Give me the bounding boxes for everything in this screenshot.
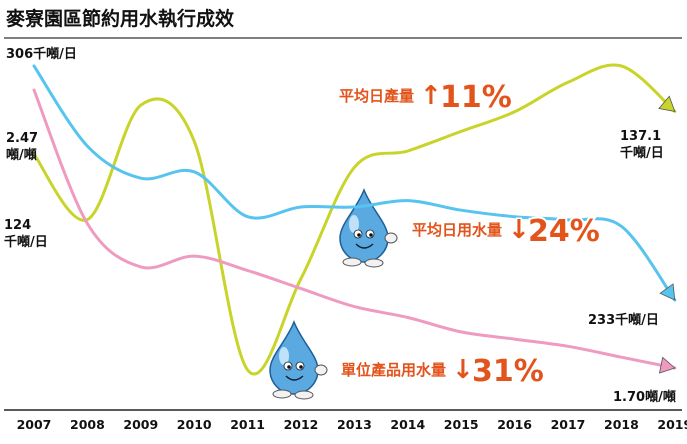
annotation-production: 平均日產量 ↑11% [338,78,514,117]
x-tick-label: 2018 [604,417,639,432]
annotation-label: 平均日產量 [339,87,414,105]
chart-title: 麥寮園區節約用水執行成效 [5,7,234,30]
x-tick-label: 2010 [177,417,212,432]
start-label-production-line: 千噸/日 [4,234,48,250]
x-tick-label: 2017 [551,417,586,432]
x-tick-label: 2008 [70,417,105,432]
start-label-water-use-line: 306千噸/日 [6,46,77,62]
series-arrowhead-unit-water-use [658,356,676,374]
start-label-unit-water-use-line: 2.47 [6,131,38,146]
annotation-arrow: ↓ [508,215,530,245]
x-tick-label: 2014 [390,417,425,432]
x-tick-label: 2016 [497,417,532,432]
series-line-water-use [32,64,677,302]
end-label-production-line: 137.1 [620,129,661,144]
annotation-water-use: 平均日用水量 ↓24% [411,212,602,251]
x-tick-label: 2007 [17,417,52,432]
annotation-unit-water-use: 單位產品用水量 ↓31% [340,352,546,391]
end-label-production: 137.1 千噸/日 [620,129,664,161]
annotation-label: 單位產品用水量 [341,361,446,379]
series-line-unit-water-use [32,88,677,370]
annotation-arrow: ↓ [452,355,474,385]
x-tick-label: 2009 [123,417,158,432]
series-arrowhead-water-use [659,283,676,301]
water-drop-mascot-icon [269,319,328,400]
series-line-production [32,63,677,376]
start-label-unit-water-use-line: 噸/噸 [6,147,37,163]
water-drop-mascot-icon [339,187,398,268]
annotation-label: 平均日用水量 [412,221,502,239]
x-tick-label: 2011 [230,417,265,432]
x-tick-label: 2012 [284,417,319,432]
annotation-percent: 31% [472,354,544,389]
end-label-unit-water-use-line: 1.70噸/噸 [613,389,676,405]
start-label-unit-water-use: 2.47 噸/噸 [6,131,38,163]
start-label-production-line: 124 [4,218,31,233]
x-tick-label: 2015 [444,417,479,432]
annotation-percent: 24% [528,214,600,249]
annotation-arrow: ↑ [420,81,442,111]
end-label-unit-water-use: 1.70噸/噸 [613,389,676,405]
end-label-production-line: 千噸/日 [620,145,664,161]
x-tick-label: 2019 [657,417,687,432]
x-tick-label: 2013 [337,417,372,432]
annotation-percent: 11% [440,80,512,115]
end-label-water-use-line: 233千噸/日 [588,312,659,328]
start-label-water-use: 306千噸/日 [6,46,77,62]
series-arrowhead-production [658,95,676,112]
start-label-production: 124 千噸/日 [4,218,48,250]
end-label-water-use: 233千噸/日 [588,312,659,328]
